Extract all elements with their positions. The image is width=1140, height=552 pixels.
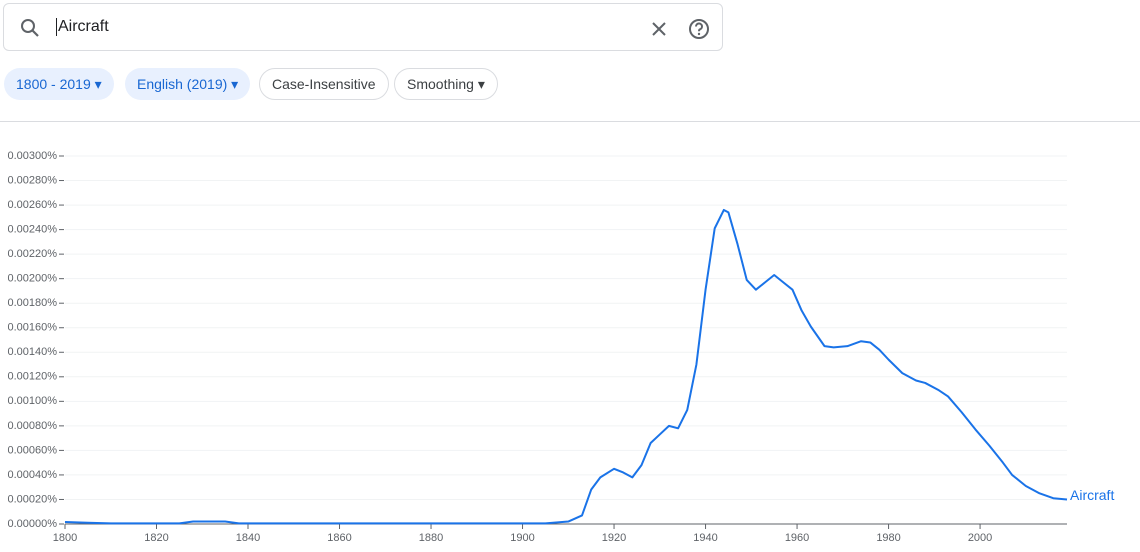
chip-label: English (2019) (137, 76, 228, 92)
x-tick-label: 1960 (785, 532, 809, 544)
smoothing-chip[interactable]: Smoothing ▾ (394, 68, 498, 100)
x-tick-label: 1880 (419, 532, 443, 544)
series-label: Aircraft (1070, 487, 1114, 503)
year-range-chip[interactable]: 1800 - 2019 ▾ (4, 68, 114, 100)
x-tick-label: 1940 (693, 532, 717, 544)
x-tick-label: 1920 (602, 532, 626, 544)
y-tick-label: 0.00060% (7, 444, 57, 456)
y-tick-label: 0.00240% (7, 224, 57, 236)
x-tick-label: 1860 (327, 532, 351, 544)
y-tick-label: 0.00280% (7, 174, 57, 186)
y-tick-label: 0.00260% (7, 199, 57, 211)
search-icon (21, 19, 39, 37)
y-tick-label: 0.00120% (7, 371, 57, 383)
y-tick-label: 0.00140% (7, 346, 57, 358)
chip-label: 1800 - 2019 (16, 76, 91, 92)
help-button[interactable] (687, 17, 711, 41)
y-tick-label: 0.00220% (7, 248, 57, 260)
chip-label: Smoothing (407, 76, 474, 92)
x-tick-label: 1820 (144, 532, 168, 544)
y-tick-label: 0.00020% (7, 493, 57, 505)
y-tick-label: 0.00000% (7, 518, 57, 530)
x-tick-label: 1980 (876, 532, 900, 544)
y-tick-label: 0.00180% (7, 297, 57, 309)
x-tick-label: 2000 (968, 532, 992, 544)
x-tick-label: 1840 (236, 532, 260, 544)
y-tick-label: 0.00300% (7, 150, 57, 162)
chip-label: Case-Insensitive (272, 76, 376, 92)
case-chip[interactable]: Case-Insensitive (259, 68, 389, 100)
search-query[interactable]: Aircraft (56, 18, 109, 36)
search-box[interactable]: Aircraft (3, 3, 723, 51)
divider (0, 121, 1140, 122)
y-tick-label: 0.00160% (7, 322, 57, 334)
y-tick-label: 0.00100% (7, 395, 57, 407)
x-tick-label: 1900 (510, 532, 534, 544)
corpus-chip[interactable]: English (2019) ▾ (125, 68, 251, 100)
series-line (64, 208, 1068, 525)
y-tick-label: 0.00040% (7, 469, 57, 481)
y-tick-label: 0.00200% (7, 273, 57, 285)
x-tick-label: 1800 (53, 532, 77, 544)
clear-button[interactable] (648, 18, 670, 40)
y-tick-label: 0.00080% (7, 420, 57, 432)
